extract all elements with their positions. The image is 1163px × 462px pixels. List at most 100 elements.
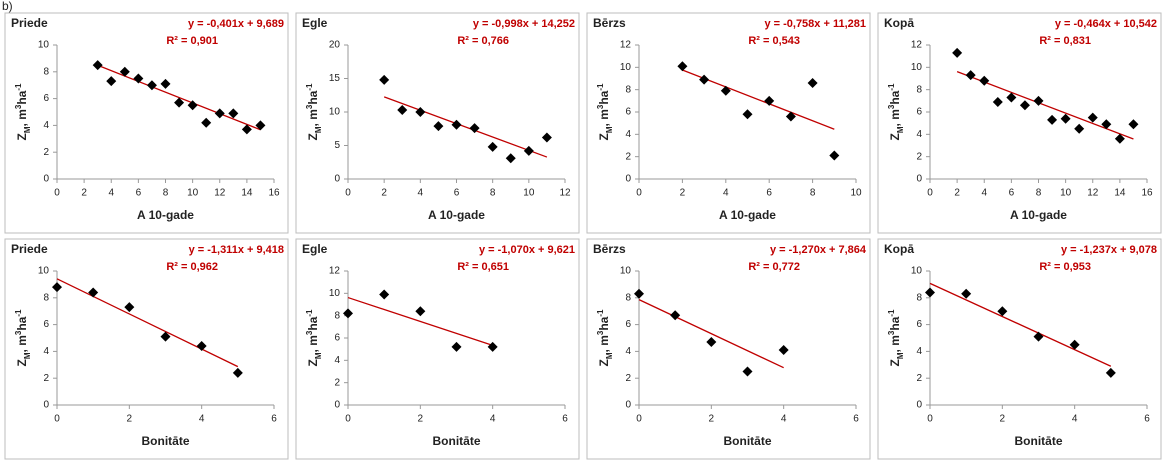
y-tick-label: 2 (43, 373, 49, 384)
y-axis-label-part: -1 (305, 309, 314, 317)
data-point (778, 345, 789, 356)
y-axis-label: ZM, m3ha-1 (887, 83, 905, 140)
x-tick-label: 6 (766, 188, 772, 199)
chart-title: Bērzs (593, 16, 626, 30)
x-axis-label: Bonitāte (142, 434, 190, 448)
y-axis-label-part: 3 (887, 330, 896, 335)
data-point (241, 124, 252, 135)
x-tick-label: 0 (54, 188, 60, 199)
data-point (92, 60, 103, 71)
x-tick-label: 0 (636, 188, 642, 199)
data-point (1033, 95, 1044, 106)
y-axis-label-part: , m (306, 109, 320, 126)
data-point (106, 76, 117, 87)
trend-r2: R² = 0,901 (166, 35, 218, 47)
y-axis-label-part: 3 (596, 330, 605, 335)
y-tick-label: 15 (329, 73, 341, 84)
y-axis-label-part: 3 (887, 104, 896, 109)
data-point (487, 141, 498, 152)
y-axis-label-part: -1 (887, 309, 896, 317)
y-axis-label-part: Z (306, 133, 320, 140)
data-point (742, 366, 753, 377)
data-point (1069, 339, 1080, 350)
y-axis-label: ZM, m3ha-1 (14, 83, 32, 140)
y-tick-label: 4 (43, 346, 49, 357)
chart-panel: Egle y = -0,998x + 14,252 R² = 0,766 0 5 10 15… (295, 12, 580, 234)
y-axis-label-part: , m (306, 335, 320, 352)
y-axis-label-part: -1 (14, 83, 23, 91)
y-axis-label-part: ha (597, 90, 611, 104)
data-point (807, 77, 818, 88)
panel-border (586, 238, 871, 460)
data-point (1087, 112, 1098, 123)
data-point (379, 74, 390, 85)
y-axis-label-part: , m (888, 335, 902, 352)
data-point (699, 74, 710, 85)
y-tick-label: 5 (334, 140, 340, 151)
y-tick-label: 2 (916, 373, 922, 384)
data-point (785, 111, 796, 122)
y-tick-label: 4 (625, 346, 631, 357)
y-axis-label-part: ha (15, 316, 29, 330)
x-tick-label: 4 (108, 188, 114, 199)
trendline (56, 278, 239, 368)
data-point (343, 308, 353, 319)
y-tick-label: 0 (334, 400, 340, 411)
data-point (720, 85, 731, 96)
x-tick-label: 6 (853, 414, 859, 425)
y-axis-label-part: , m (597, 109, 611, 126)
y-tick-label: 6 (43, 93, 49, 104)
x-tick-label: 2 (680, 188, 686, 199)
trend-equation: y = -1,311x + 9,418 (189, 244, 284, 256)
x-tick-label: 6 (562, 414, 568, 425)
trend-equation: y = -0,998x + 14,252 (473, 18, 575, 30)
panel-border (877, 238, 1162, 460)
chart-title: Kopā (884, 16, 914, 30)
data-point (997, 306, 1008, 317)
y-tick-label: 8 (625, 84, 631, 95)
data-point (433, 121, 444, 132)
x-tick-label: 4 (781, 414, 787, 425)
chart-title: Egle (302, 242, 328, 256)
x-tick-label: 2 (127, 414, 133, 425)
data-point (523, 145, 534, 156)
y-tick-label: 10 (329, 288, 341, 299)
data-point (214, 108, 225, 119)
data-point (952, 47, 963, 58)
data-point (742, 109, 753, 120)
trendline (383, 96, 548, 158)
x-tick-label: 2 (418, 414, 424, 425)
x-tick-label: 10 (1060, 188, 1072, 199)
y-tick-label: 10 (911, 266, 923, 277)
trend-r2: R² = 0,953 (1039, 261, 1091, 273)
chart-title: Bērzs (593, 242, 626, 256)
y-tick-label: 0 (334, 174, 340, 185)
data-point (1033, 331, 1044, 342)
trendline (929, 282, 1112, 367)
trend-equation: y = -1,237x + 9,078 (1061, 244, 1157, 256)
x-tick-label: 2 (1000, 414, 1006, 425)
y-axis-label-part: Z (15, 133, 29, 140)
chart-title: Priede (11, 242, 48, 256)
y-tick-label: 0 (625, 400, 631, 411)
y-tick-label: 0 (625, 174, 631, 185)
y-tick-label: 2 (625, 151, 631, 162)
data-point (541, 132, 552, 143)
data-point (469, 123, 480, 134)
panel-border (295, 238, 580, 460)
y-tick-label: 2 (625, 373, 631, 384)
y-axis-label: ZM, m3ha-1 (305, 309, 323, 366)
panel-border (586, 12, 871, 234)
y-axis-label-part: Z (306, 359, 320, 366)
x-axis-label: Bonitāte (724, 434, 772, 448)
y-tick-label: 8 (625, 292, 631, 303)
y-axis-label-part: , m (888, 109, 902, 126)
data-point (255, 120, 266, 131)
x-tick-label: 0 (345, 188, 351, 199)
data-point (1114, 133, 1125, 144)
data-point (124, 302, 135, 313)
data-point (160, 331, 171, 342)
data-point (965, 70, 976, 81)
x-tick-label: 6 (271, 414, 277, 425)
data-point (415, 107, 426, 117)
